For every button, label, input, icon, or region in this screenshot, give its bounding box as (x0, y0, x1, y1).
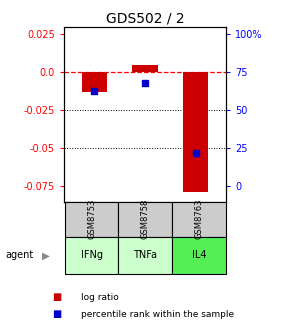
Text: GSM8753: GSM8753 (87, 199, 96, 240)
Bar (81, 73, 107, 92)
Text: log ratio: log ratio (81, 293, 119, 302)
Text: agent: agent (6, 250, 34, 260)
Bar (183, 73, 209, 193)
Text: GDS502 / 2: GDS502 / 2 (106, 11, 184, 26)
Text: GSM8763: GSM8763 (194, 199, 203, 240)
Text: TNFa: TNFa (133, 250, 157, 260)
Text: GSM8758: GSM8758 (141, 199, 150, 240)
Text: IL4: IL4 (191, 250, 206, 260)
Bar (132, 65, 158, 73)
Text: IFNg: IFNg (81, 250, 103, 260)
Text: percentile rank within the sample: percentile rank within the sample (81, 310, 234, 319)
Text: ▶: ▶ (42, 250, 50, 260)
Text: ■: ■ (52, 309, 61, 319)
Text: ■: ■ (52, 292, 61, 302)
